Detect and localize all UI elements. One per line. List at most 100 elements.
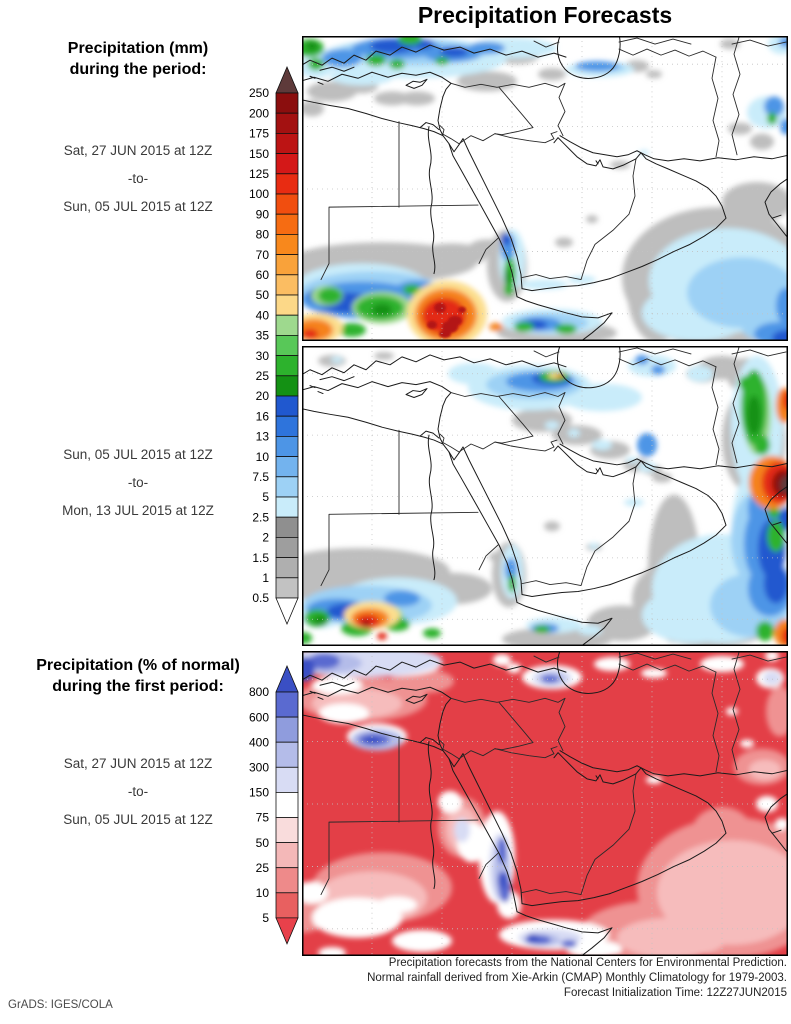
legend-tick-label: 250 [249, 86, 269, 100]
legend-segment [275, 274, 299, 296]
legend-segment [275, 557, 299, 579]
footer-line-2: Normal rainfall derived from Xie-Arkin (… [367, 971, 787, 984]
legend-tick-label: 35 [256, 329, 270, 343]
legend-tick-label: 25 [256, 861, 270, 875]
legend-segment [275, 133, 299, 155]
map-panel-mm-period2 [302, 346, 788, 646]
legend-tick-label: 50 [256, 288, 270, 302]
legend-segment [275, 456, 299, 478]
legend-under-arrow [275, 597, 299, 626]
pct-panel-heading: Precipitation (% of normal) during the f… [10, 655, 266, 697]
legend-tick-label: 40 [256, 308, 270, 322]
legend-tick-label: 150 [249, 786, 269, 800]
legend-segment [275, 254, 299, 276]
legend-segment [275, 577, 299, 599]
legend-tick-label: 200 [249, 106, 269, 120]
legend-tick-label: 80 [256, 228, 270, 242]
pct-heading-line1: Precipitation (% of normal) [36, 657, 240, 674]
footer-attribution: Precipitation forecasts from the Nationa… [267, 956, 787, 1000]
legend-tick-label: 600 [249, 710, 269, 724]
legend-tick-label: 1.5 [252, 551, 269, 565]
legend-tick-label: 100 [249, 187, 269, 201]
period2-end: Mon, 13 JUL 2015 at 12Z [62, 503, 214, 518]
legend-segment [275, 516, 299, 538]
legend-segment [275, 395, 299, 417]
legend-tick-label: 800 [249, 685, 269, 699]
legend-tick-label: 30 [256, 349, 270, 363]
page-title: Precipitation Forecasts [417, 2, 673, 28]
legend-segment [275, 791, 299, 818]
legend-segment [275, 213, 299, 235]
period1-end: Sun, 05 JUL 2015 at 12Z [63, 199, 213, 214]
pct-heading-line2: during the first period: [52, 678, 224, 695]
legend-segment [275, 766, 299, 793]
legend-tick-label: 16 [256, 409, 270, 423]
legend-tick-label: 2.5 [252, 510, 269, 524]
period2-separator: -to- [127, 475, 149, 490]
legend-tick-label: 10 [256, 886, 270, 900]
map-panel-mm-period1 [302, 36, 788, 341]
legend-segment [275, 867, 299, 894]
footer-line-1: Precipitation forecasts from the Nationa… [388, 957, 787, 969]
legend-segment [275, 233, 299, 255]
legend-tick-label: 5 [262, 490, 269, 504]
legend-segment [275, 153, 299, 175]
legend-segment [275, 476, 299, 498]
mm-panel-heading: Precipitation (mm) during the period: [10, 38, 266, 80]
legend-segment [275, 892, 299, 919]
period3-start: Sat, 27 JUN 2015 at 12Z [63, 756, 213, 771]
legend-over-arrow [275, 664, 299, 693]
legend-segment [275, 173, 299, 195]
grads-credit: GrADS: IGES/COLA [8, 999, 113, 1011]
legend-tick-label: 1 [262, 571, 269, 585]
colorbar-mm: 2502001751501251009080706050403530252016… [249, 65, 299, 626]
legend-tick-label: 10 [256, 450, 270, 464]
legend-segment [275, 112, 299, 134]
legend-segment [275, 817, 299, 844]
legend-tick-label: 60 [256, 268, 270, 282]
legend-tick-label: 70 [256, 248, 270, 262]
legend-segment [275, 314, 299, 336]
legend-over-arrow [275, 65, 299, 94]
legend-tick-label: 2 [262, 531, 269, 545]
legend-tick-label: 50 [256, 836, 270, 850]
legend-segment [275, 536, 299, 558]
legend-segment [275, 716, 299, 743]
legend-tick-label: 0.5 [252, 591, 269, 605]
legend-tick-label: 125 [249, 167, 269, 181]
period2-start: Sun, 05 JUL 2015 at 12Z [63, 447, 213, 462]
legend-tick-label: 75 [256, 811, 270, 825]
map-panel-percent-of-normal [302, 651, 788, 956]
footer-line-3: Forecast Initialization Time: 12Z27JUN20… [563, 986, 787, 999]
legend-segment [275, 435, 299, 457]
legend-segment [275, 355, 299, 377]
legend-segment [275, 842, 299, 869]
legend-under-arrow [275, 917, 299, 945]
legend-tick-label: 13 [256, 430, 270, 444]
legend-tick-label: 175 [249, 127, 269, 141]
legend-tick-label: 400 [249, 735, 269, 749]
legend-segment [275, 496, 299, 518]
period3-end: Sun, 05 JUL 2015 at 12Z [63, 812, 213, 827]
legend-segment [275, 415, 299, 437]
mm-heading-line2: during the period: [69, 61, 207, 78]
legend-tick-label: 7.5 [252, 470, 269, 484]
legend-segment [275, 334, 299, 356]
legend-segment [275, 691, 299, 718]
legend-tick-label: 300 [249, 761, 269, 775]
period1-separator: -to- [127, 171, 149, 186]
legend-segment [275, 741, 299, 768]
period1-start: Sat, 27 JUN 2015 at 12Z [63, 143, 213, 158]
legend-segment [275, 193, 299, 215]
legend-tick-label: 20 [256, 389, 270, 403]
legend-segment [275, 375, 299, 397]
colorbar-percent: 800 600 400 300 150 75 50 25 10 5 [249, 664, 299, 945]
legend-tick-label: 150 [249, 147, 269, 161]
legend-tick-label: 90 [256, 207, 270, 221]
legend-tick-label: 5 [262, 911, 269, 925]
period3-separator: -to- [127, 784, 149, 799]
legend-segment [275, 92, 299, 114]
legend-tick-label: 25 [256, 369, 270, 383]
legend-segment [275, 294, 299, 316]
